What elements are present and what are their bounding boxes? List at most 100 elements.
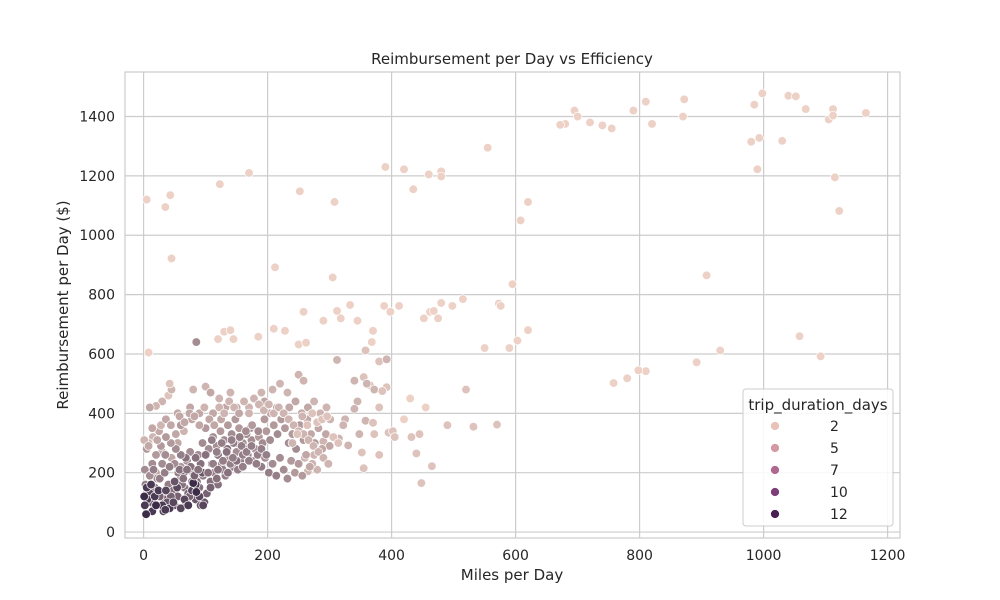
data-point [385, 307, 396, 317]
data-point [160, 505, 170, 515]
data-point [297, 471, 307, 481]
data-point [305, 462, 315, 472]
data-point [223, 420, 233, 430]
data-point [815, 351, 826, 361]
data-point [436, 171, 446, 182]
data-point [166, 438, 176, 448]
data-point [345, 300, 355, 310]
data-point [293, 459, 304, 469]
data-point [161, 485, 171, 496]
data-point [298, 307, 309, 317]
data-point [271, 471, 281, 481]
data-point [328, 272, 338, 283]
data-point [191, 453, 201, 463]
data-point [267, 459, 278, 469]
data-point [251, 459, 262, 469]
data-point [253, 332, 263, 342]
data-point [715, 345, 725, 356]
y-tick-label: 600 [88, 347, 115, 363]
data-point [523, 325, 533, 335]
data-point [160, 202, 170, 212]
data-point [228, 453, 238, 463]
data-point [746, 137, 756, 147]
data-point [244, 168, 254, 178]
data-point [212, 473, 222, 484]
data-point [279, 408, 289, 418]
data-point [349, 376, 360, 386]
data-point [228, 334, 239, 344]
data-point [214, 393, 224, 404]
data-point [368, 418, 378, 428]
data-point [421, 402, 431, 413]
data-point [272, 429, 283, 439]
data-point [332, 355, 342, 365]
data-point [597, 120, 608, 131]
data-point [145, 402, 155, 413]
data-point [328, 432, 338, 442]
data-point [229, 402, 239, 413]
data-point [215, 179, 225, 189]
data-point [390, 432, 400, 442]
data-point [139, 491, 149, 502]
data-point [161, 432, 171, 442]
data-point [183, 500, 193, 511]
data-point [290, 396, 301, 407]
data-point [261, 426, 272, 436]
y-tick-label: 1200 [79, 169, 115, 185]
data-point [329, 197, 340, 207]
data-point [164, 379, 175, 389]
data-point [191, 337, 201, 347]
data-point [647, 119, 657, 129]
y-tick-label: 800 [88, 288, 115, 304]
data-point [303, 435, 314, 445]
legend-label: 2 [830, 419, 839, 435]
data-point [555, 120, 565, 130]
data-point [179, 417, 190, 427]
data-point [468, 422, 479, 432]
data-point [249, 393, 259, 404]
data-point [496, 301, 506, 311]
data-point [483, 143, 493, 153]
data-point [442, 420, 453, 430]
data-point [585, 117, 595, 128]
data-point [176, 450, 186, 460]
data-point [302, 420, 312, 430]
data-point [830, 172, 840, 183]
data-point [861, 108, 871, 118]
data-point [143, 441, 154, 451]
data-point [213, 334, 223, 344]
x-tick-labels: 0 200 400 600 800 1000 1200 [139, 548, 905, 564]
data-point [253, 426, 263, 436]
data-point [523, 197, 533, 207]
legend-label: 10 [830, 485, 848, 501]
data-point [161, 414, 171, 424]
data-point [256, 444, 267, 454]
data-point [148, 465, 159, 475]
data-point [791, 91, 801, 101]
data-point [166, 420, 176, 430]
data-point [140, 500, 150, 511]
x-tick-label: 1200 [870, 548, 906, 564]
data-point [214, 402, 224, 413]
data-point [399, 414, 409, 424]
data-point [254, 399, 264, 410]
data-point [332, 306, 342, 316]
data-point [399, 164, 409, 175]
data-point [406, 432, 417, 442]
data-point [207, 435, 217, 445]
data-point [633, 365, 644, 375]
data-point [236, 441, 247, 451]
data-point [279, 465, 289, 475]
data-point [433, 313, 443, 324]
data-point [357, 447, 367, 458]
data-point [343, 440, 353, 451]
data-point [321, 402, 332, 413]
data-point [142, 194, 152, 205]
data-point [374, 402, 384, 413]
data-point [427, 461, 437, 471]
data-point [189, 411, 200, 421]
data-point [447, 301, 458, 311]
data-point [492, 419, 502, 430]
legend: trip_duration_days 2 5 7 10 12 [742, 388, 894, 527]
